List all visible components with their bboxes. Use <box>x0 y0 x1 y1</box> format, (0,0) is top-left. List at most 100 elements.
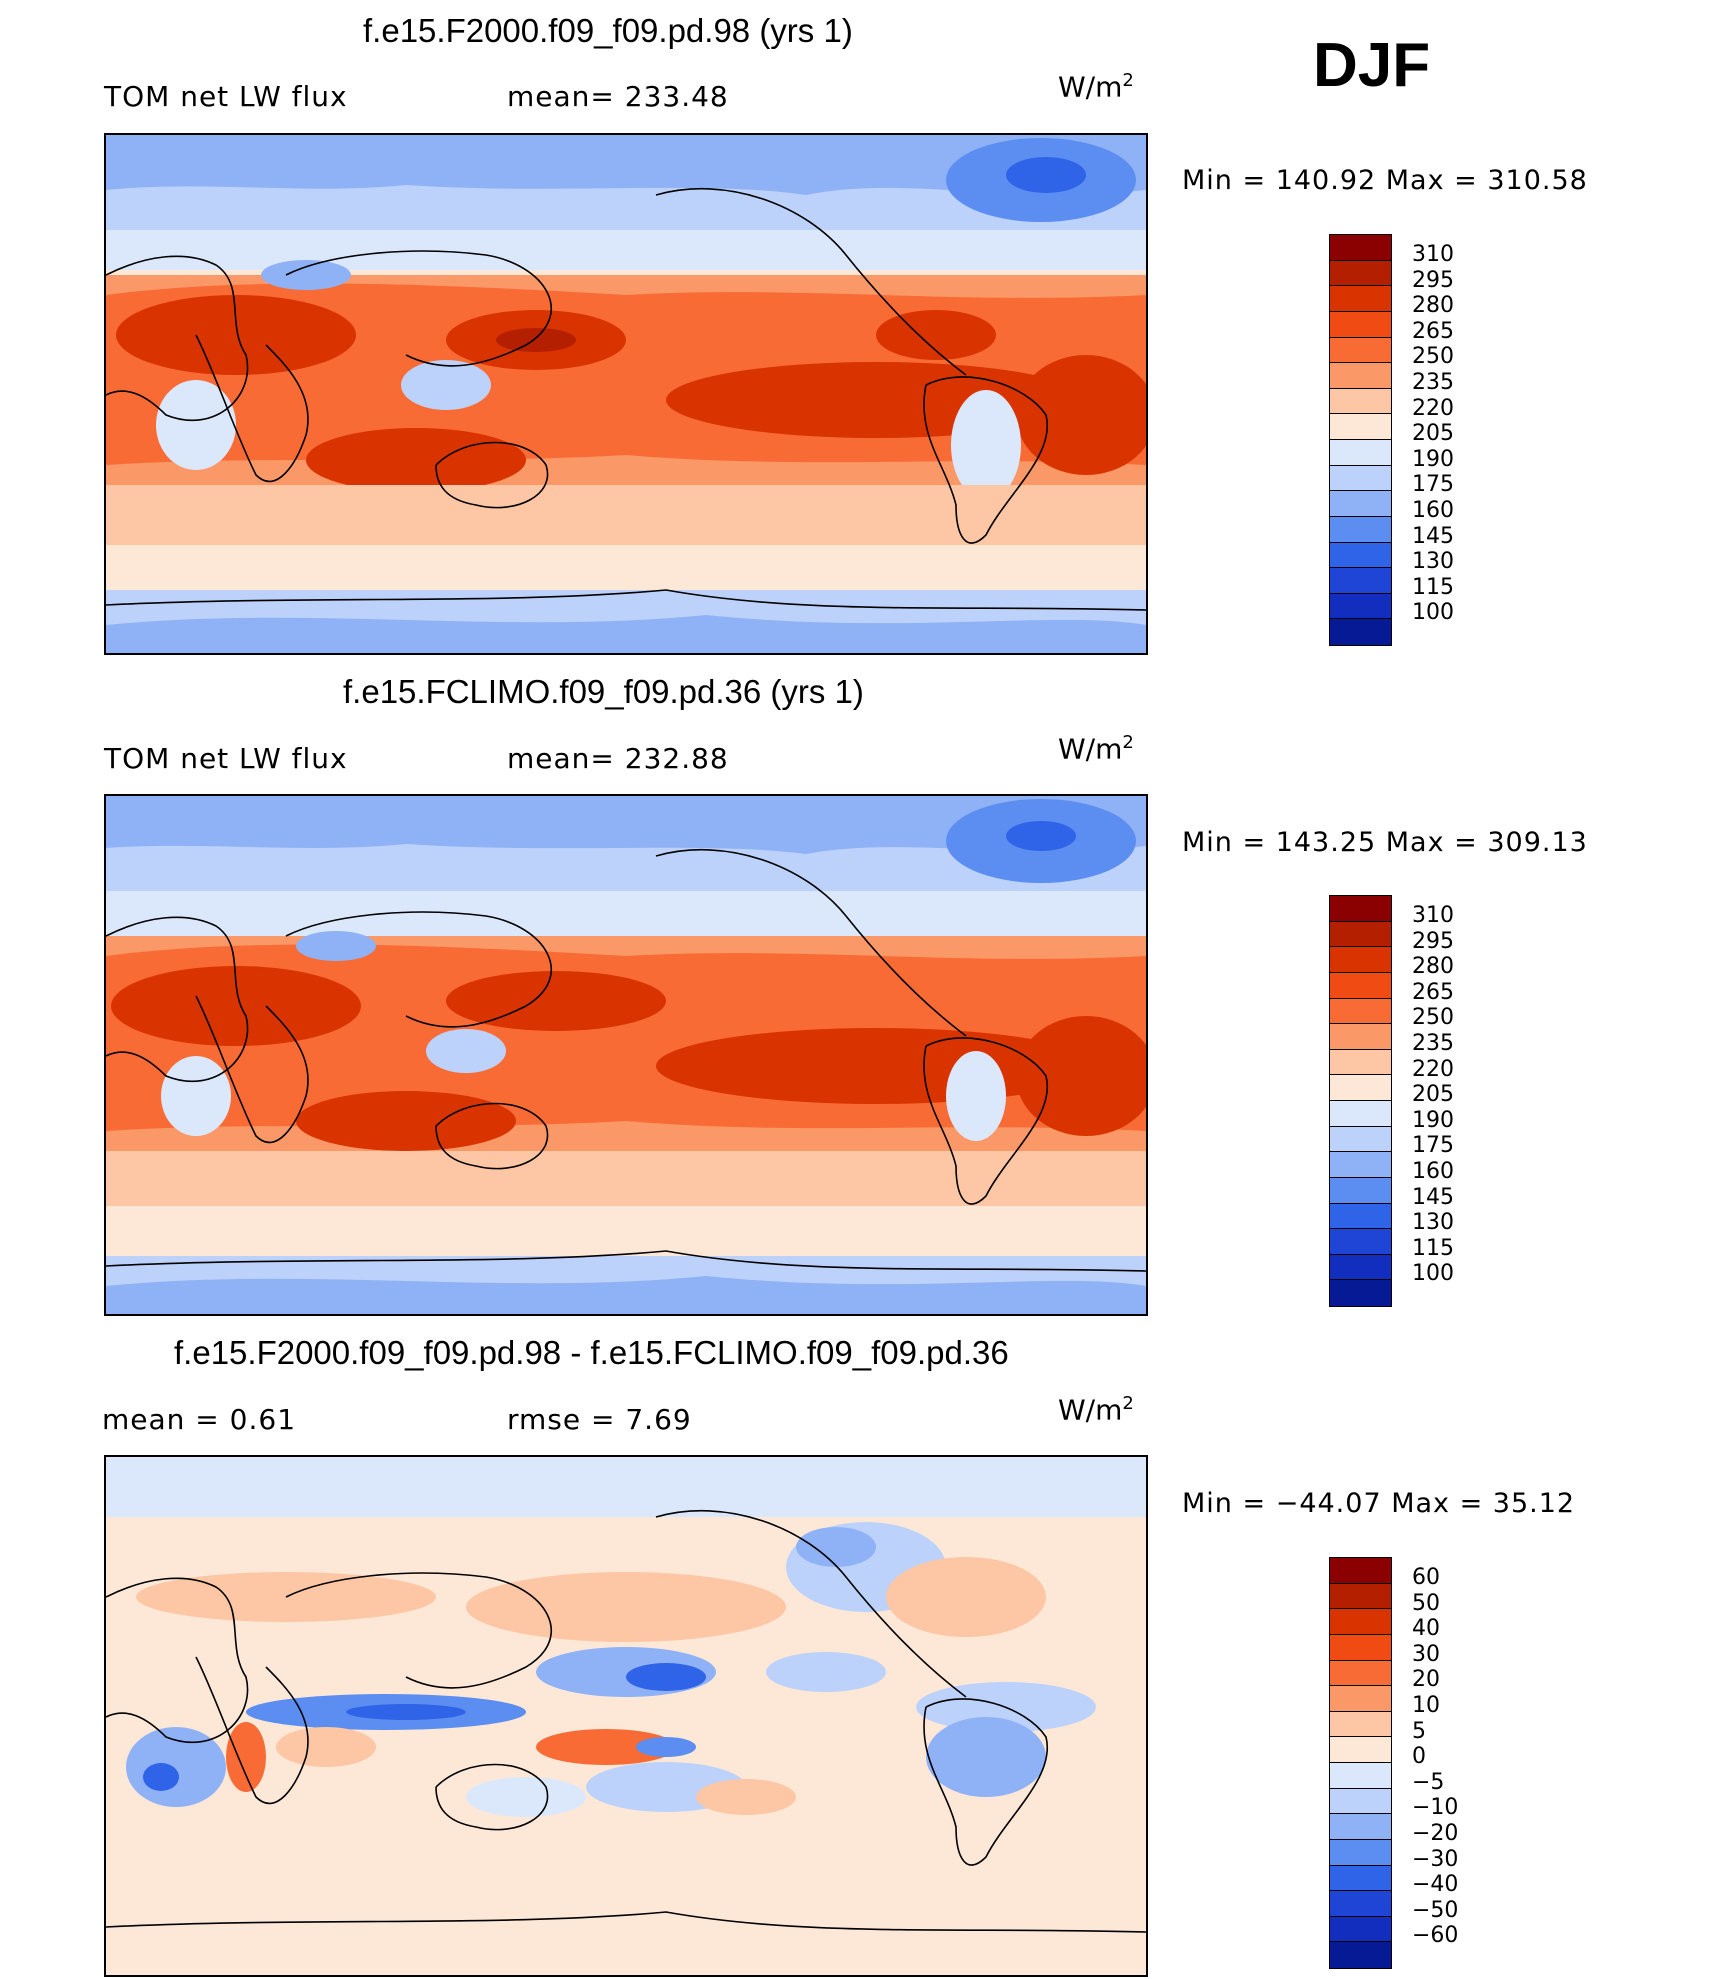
colorbar-tick-label: 160 <box>1412 1159 1454 1184</box>
colorbar-swatch <box>1330 921 1391 948</box>
colorbar-tick-label: 250 <box>1412 1005 1454 1031</box>
colorbar-tick-label: 280 <box>1412 954 1454 980</box>
panel-2-colorbar <box>1329 895 1392 1307</box>
colorbar-tick-label: 145 <box>1412 1184 1454 1210</box>
colorbar-tick-label: 115 <box>1412 574 1454 600</box>
panel-1-minmax: Min = 140.92 Max = 310.58 <box>1182 165 1588 196</box>
panel-2-minmax: Min = 143.25 Max = 309.13 <box>1182 827 1588 858</box>
colorbar-tick-label: 145 <box>1412 523 1454 549</box>
panel-3-field <box>106 1457 1146 1975</box>
panel-3-mean-label: mean = 0.61 <box>102 1403 297 1436</box>
colorbar-tick-label: 265 <box>1412 318 1454 344</box>
panel-3-units: W/m2 <box>1058 1393 1134 1427</box>
colorbar-swatch <box>1330 1101 1391 1127</box>
colorbar-swatch <box>1330 337 1391 364</box>
colorbar-swatch <box>1330 896 1391 922</box>
panel-3-minmax: Min = −44.07 Max = 35.12 <box>1182 1488 1576 1519</box>
colorbar-tick-label: 175 <box>1412 472 1454 498</box>
colorbar-tick-label: 310 <box>1412 903 1454 928</box>
colorbar-tick-label: 130 <box>1412 549 1454 575</box>
panel-1-variable-label: TOM net LW flux <box>104 80 348 113</box>
colorbar-tick-label: 40 <box>1412 1616 1440 1642</box>
colorbar-swatch <box>1330 286 1391 312</box>
colorbar-tick-label: −40 <box>1412 1872 1459 1898</box>
colorbar-swatch <box>1330 1865 1391 1892</box>
colorbar-swatch <box>1330 593 1391 620</box>
colorbar-tick-label: 100 <box>1412 600 1454 626</box>
colorbar-swatch <box>1330 1229 1391 1255</box>
panel-3-colorbar <box>1329 1557 1392 1969</box>
colorbar-tick-label: 220 <box>1412 1056 1454 1082</box>
colorbar-swatch <box>1330 568 1391 594</box>
colorbar-tick-label: 10 <box>1412 1693 1440 1718</box>
colorbar-swatch <box>1330 1177 1391 1204</box>
colorbar-tick-label: −10 <box>1412 1795 1459 1821</box>
colorbar-tick-label: 205 <box>1412 421 1454 447</box>
colorbar-tick-label: 30 <box>1412 1641 1440 1667</box>
colorbar-tick-label: 310 <box>1412 242 1454 267</box>
colorbar-swatch <box>1330 1737 1391 1763</box>
colorbar-tick-label: 235 <box>1412 1031 1454 1056</box>
colorbar-swatch <box>1330 972 1391 999</box>
colorbar-swatch <box>1330 1126 1391 1153</box>
colorbar-swatch <box>1330 1916 1391 1943</box>
colorbar-swatch <box>1330 1788 1391 1815</box>
colorbar-tick-label: −20 <box>1412 1821 1459 1846</box>
colorbar-tick-label: −5 <box>1412 1769 1445 1795</box>
colorbar-swatch <box>1330 388 1391 415</box>
colorbar-tick-label: 20 <box>1412 1667 1440 1693</box>
panel-2-variable-label: TOM net LW flux <box>104 742 348 775</box>
colorbar-tick-label: −60 <box>1412 1923 1459 1949</box>
colorbar-tick-label: 265 <box>1412 979 1454 1005</box>
colorbar-tick-label: 115 <box>1412 1235 1454 1261</box>
panel-2-map <box>104 794 1148 1316</box>
colorbar-swatch <box>1330 491 1391 517</box>
colorbar-swatch <box>1330 1075 1391 1101</box>
panel-1-map <box>104 133 1148 655</box>
colorbar-tick-label: 190 <box>1412 446 1454 472</box>
panel-2-units: W/m2 <box>1058 732 1134 766</box>
colorbar-tick-label: 0 <box>1412 1744 1426 1770</box>
panel-1-colorbar <box>1329 234 1392 646</box>
colorbar-tick-label: 5 <box>1412 1718 1426 1744</box>
colorbar-tick-label: 280 <box>1412 293 1454 319</box>
colorbar-swatch <box>1330 1583 1391 1610</box>
colorbar-swatch <box>1330 1839 1391 1866</box>
colorbar-swatch <box>1330 1634 1391 1661</box>
colorbar-swatch <box>1330 1558 1391 1584</box>
colorbar-swatch <box>1330 1711 1391 1738</box>
colorbar-tick-label: 175 <box>1412 1133 1454 1159</box>
colorbar-tick-label: 295 <box>1412 267 1454 293</box>
colorbar-tick-label: 190 <box>1412 1107 1454 1133</box>
panel-2-field <box>106 796 1146 1314</box>
colorbar-swatch <box>1330 1814 1391 1840</box>
panel-1-units: W/m2 <box>1058 70 1134 104</box>
colorbar-tick-label: −30 <box>1412 1846 1459 1872</box>
colorbar-swatch <box>1330 1686 1391 1712</box>
colorbar-tick-label: 160 <box>1412 498 1454 523</box>
colorbar-swatch <box>1330 542 1391 569</box>
panel-1-mean-label: mean= 233.48 <box>507 80 729 113</box>
colorbar-swatch <box>1330 1763 1391 1789</box>
colorbar-swatch <box>1330 998 1391 1025</box>
panel-3-title: f.e15.F2000.f09_f09.pd.98 - f.e15.FCLIMO… <box>174 1334 1009 1371</box>
colorbar-tick-label: 60 <box>1412 1565 1440 1590</box>
colorbar-swatch <box>1330 619 1391 645</box>
colorbar-swatch <box>1330 235 1391 261</box>
colorbar-tick-label: 50 <box>1412 1590 1440 1616</box>
colorbar-swatch <box>1330 1049 1391 1076</box>
colorbar-swatch <box>1330 947 1391 973</box>
colorbar-swatch <box>1330 1660 1391 1687</box>
colorbar-swatch <box>1330 440 1391 466</box>
colorbar-tick-label: 100 <box>1412 1261 1454 1287</box>
panel-1-field <box>106 135 1146 653</box>
colorbar-tick-label: 220 <box>1412 395 1454 421</box>
colorbar-tick-label: 205 <box>1412 1082 1454 1108</box>
colorbar-tick-label: 235 <box>1412 370 1454 395</box>
colorbar-swatch <box>1330 1942 1391 1968</box>
colorbar-swatch <box>1330 1024 1391 1050</box>
colorbar-swatch <box>1330 1280 1391 1306</box>
panel-2-title: f.e15.FCLIMO.f09_f09.pd.36 (yrs 1) <box>343 673 864 710</box>
colorbar-tick-label: −50 <box>1412 1897 1459 1923</box>
colorbar-swatch <box>1330 260 1391 287</box>
